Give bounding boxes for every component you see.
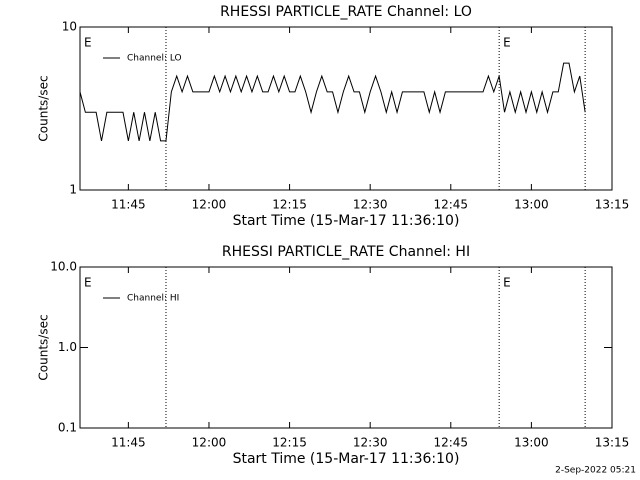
x-tick-label: 12:15 — [272, 198, 307, 212]
chart-title: RHESSI PARTICLE_RATE Channel: LO — [220, 4, 472, 20]
y-tick-label: 1 — [69, 183, 77, 197]
x-axis-label: Start Time (15-Mar-17 11:36:10) — [233, 451, 460, 467]
event-label: E — [84, 276, 92, 290]
event-label: E — [503, 276, 511, 290]
y-axis-label: Counts/sec — [37, 314, 51, 380]
y-axis-label: Counts/sec — [37, 75, 51, 141]
x-tick-label: 13:15 — [595, 198, 630, 212]
x-tick-label: 13:00 — [514, 198, 549, 212]
x-tick-label: 12:45 — [433, 436, 468, 450]
y-tick-label: 0.1 — [58, 421, 77, 435]
event-label: E — [84, 36, 92, 50]
x-tick-label: 12:30 — [353, 198, 388, 212]
x-tick-label: 13:00 — [514, 436, 549, 450]
x-axis-label: Start Time (15-Mar-17 11:36:10) — [233, 213, 460, 229]
legend-label: Channel: HI — [127, 294, 179, 304]
footer: 2-Sep-2022 05:21 — [555, 466, 636, 476]
event-label: E — [503, 36, 511, 50]
x-tick-label: 13:15 — [595, 436, 630, 450]
x-tick-label: 11:45 — [111, 436, 146, 450]
x-tick-label: 12:00 — [192, 436, 227, 450]
data-line — [79, 62, 586, 142]
x-tick-label: 12:30 — [353, 436, 388, 450]
y-tick-label: 10 — [62, 20, 77, 34]
plot-frame — [79, 26, 613, 191]
x-tick-label: 12:15 — [272, 436, 307, 450]
y-tick-label: 10.0 — [50, 260, 77, 274]
x-tick-label: 12:00 — [192, 198, 227, 212]
y-tick-label: 1.0 — [58, 340, 77, 354]
chart-title: RHESSI PARTICLE_RATE Channel: HI — [222, 244, 470, 260]
legend-label: Channel: LO — [127, 54, 182, 64]
x-tick-label: 12:45 — [433, 198, 468, 212]
x-tick-label: 11:45 — [111, 198, 146, 212]
